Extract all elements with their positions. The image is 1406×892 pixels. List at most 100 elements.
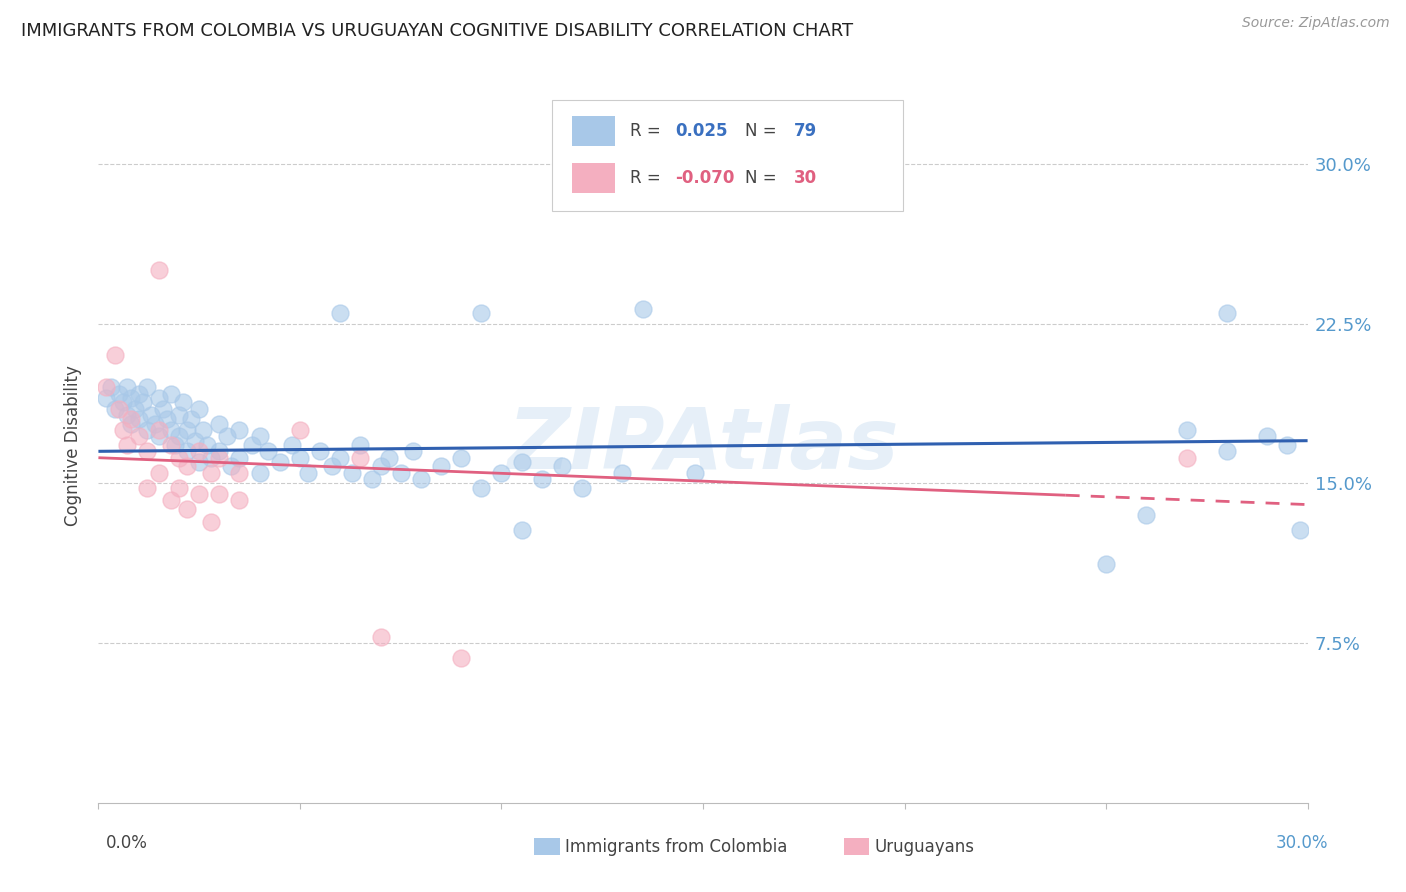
Point [180,412,202,426]
Point [148,423,170,437]
Point [1216,306,1239,320]
Point [111,423,134,437]
Point [107,386,129,401]
Point [329,306,352,320]
Point [269,455,291,469]
Text: ZIPAtlas: ZIPAtlas [508,404,898,488]
Point [530,472,553,486]
Point [176,423,198,437]
Text: -0.070: -0.070 [675,169,734,187]
Point [160,423,183,437]
Point [135,423,157,437]
Text: R =: R = [630,169,666,187]
FancyBboxPatch shape [572,116,614,145]
Point [361,472,384,486]
Point [100,380,122,394]
Point [217,429,239,443]
Point [176,459,198,474]
Point [107,401,129,416]
Point [370,630,392,644]
Point [193,423,215,437]
Point [571,481,593,495]
Point [389,466,412,480]
Text: 0.0%: 0.0% [105,834,148,852]
Point [128,386,150,401]
Point [208,417,231,431]
Point [228,466,250,480]
Point [329,450,352,465]
Point [103,401,125,416]
Point [228,423,250,437]
Point [156,412,179,426]
Point [128,429,150,443]
Y-axis label: Cognitive Disability: Cognitive Disability [65,366,83,526]
Point [124,401,146,416]
Point [160,438,183,452]
Point [1256,429,1278,443]
Point [135,481,157,495]
Point [115,438,138,452]
Point [288,423,311,437]
Point [321,459,343,474]
Point [228,493,250,508]
Point [176,501,198,516]
Point [120,417,142,431]
Point [208,487,231,501]
Point [208,450,231,465]
Point [510,523,533,537]
Text: Uruguayans: Uruguayans [875,838,974,855]
Point [148,466,170,480]
Point [103,349,125,363]
Point [148,263,170,277]
Point [188,444,211,458]
Point [228,450,250,465]
Point [1175,450,1198,465]
Point [139,408,162,422]
Point [111,395,134,409]
Point [409,472,432,486]
Point [176,444,198,458]
Point [1135,508,1157,523]
Point [342,466,364,480]
Point [184,434,207,448]
Point [188,401,211,416]
Point [281,438,304,452]
Point [200,515,222,529]
FancyBboxPatch shape [844,838,869,855]
Point [195,438,218,452]
Point [612,466,634,480]
Point [470,306,492,320]
Point [167,450,190,465]
Point [370,459,392,474]
Point [167,429,190,443]
Point [96,380,118,394]
Point [631,301,654,316]
Point [450,651,472,665]
Text: R =: R = [630,121,666,139]
Point [188,487,211,501]
Point [188,455,211,469]
Point [1175,423,1198,437]
Point [167,481,190,495]
Point [221,459,243,474]
Point [120,412,142,426]
Point [135,380,157,394]
Text: N =: N = [745,121,782,139]
Text: 30: 30 [793,169,817,187]
Point [120,391,142,405]
Point [96,391,118,405]
Point [132,395,155,409]
Point [148,429,170,443]
Text: 30.0%: 30.0% [1277,834,1329,852]
Point [200,466,222,480]
Text: 79: 79 [793,121,817,139]
FancyBboxPatch shape [551,100,903,211]
Point [152,401,174,416]
Point [450,450,472,465]
Point [491,466,513,480]
Text: N =: N = [745,169,782,187]
Point [167,408,190,422]
Point [115,408,138,422]
Point [349,438,371,452]
Point [1095,558,1118,572]
